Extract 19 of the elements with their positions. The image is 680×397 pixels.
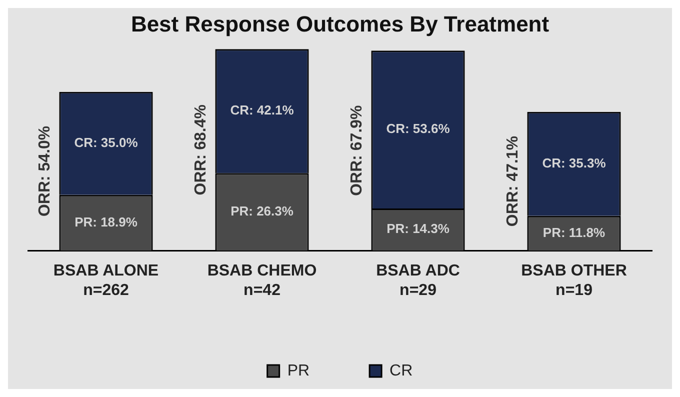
data-label: PR: 11.8% <box>542 224 606 240</box>
x-tick-label: BSAB CHEMO n=42 <box>207 262 317 299</box>
x-tick-label: BSAB ALONE n=262 <box>53 262 159 299</box>
total-label: ORR: 68.4% <box>192 104 210 196</box>
data-label: PR: 14.3% <box>386 221 450 236</box>
legend-label: CR <box>390 362 413 380</box>
chart-title: Best Response Outcomes By Treatment <box>130 11 550 36</box>
total-label: ORR: 47.1% <box>504 136 522 227</box>
total-label: ORR: 54.0% <box>36 126 54 217</box>
x-tick-label: BSAB OTHER n=19 <box>521 262 628 299</box>
data-label: CR: 35.0% <box>74 134 138 150</box>
data-label: CR: 53.6% <box>386 121 450 136</box>
total-label: ORR: 67.9% <box>348 105 366 196</box>
legend-label: PR <box>287 362 310 380</box>
data-label: PR: 18.9% <box>74 214 138 230</box>
x-tick-label: BSAB ADC n=29 <box>376 262 460 299</box>
data-label: CR: 42.1% <box>230 102 294 118</box>
data-label: CR: 35.3% <box>542 155 606 170</box>
data-label: PR: 26.3% <box>230 203 294 218</box>
